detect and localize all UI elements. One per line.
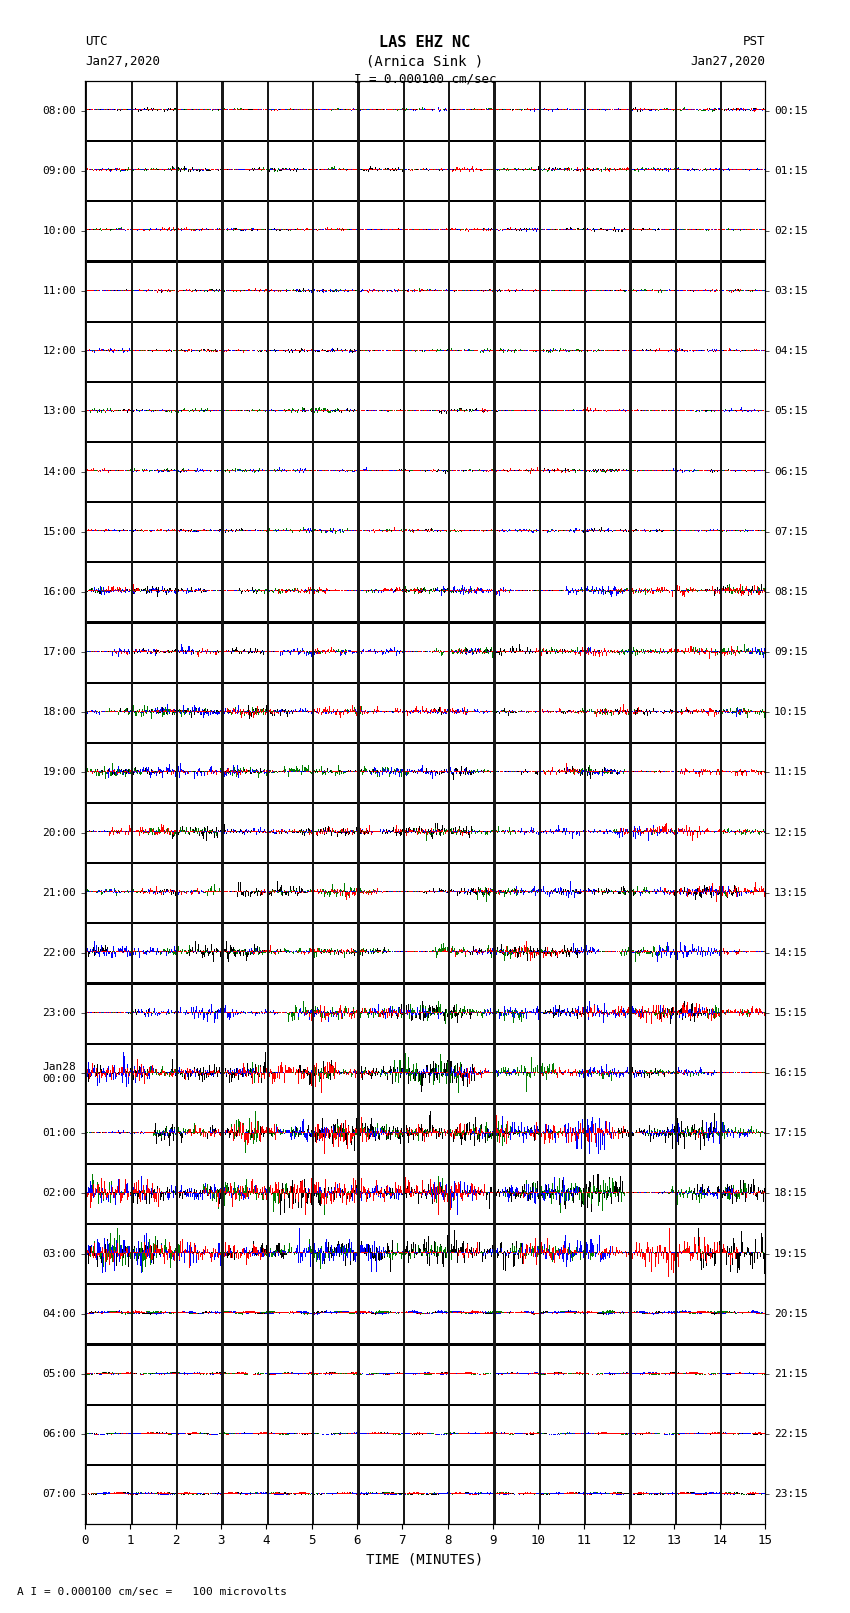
Text: (Arnica Sink ): (Arnica Sink ) bbox=[366, 55, 484, 69]
Text: A I = 0.000100 cm/sec =   100 microvolts: A I = 0.000100 cm/sec = 100 microvolts bbox=[17, 1587, 287, 1597]
X-axis label: TIME (MINUTES): TIME (MINUTES) bbox=[366, 1553, 484, 1566]
Text: PST: PST bbox=[743, 35, 765, 48]
Text: Jan27,2020: Jan27,2020 bbox=[690, 55, 765, 68]
Text: I = 0.000100 cm/sec: I = 0.000100 cm/sec bbox=[354, 73, 496, 85]
Text: UTC: UTC bbox=[85, 35, 107, 48]
Text: Jan27,2020: Jan27,2020 bbox=[85, 55, 160, 68]
Text: LAS EHZ NC: LAS EHZ NC bbox=[379, 35, 471, 50]
